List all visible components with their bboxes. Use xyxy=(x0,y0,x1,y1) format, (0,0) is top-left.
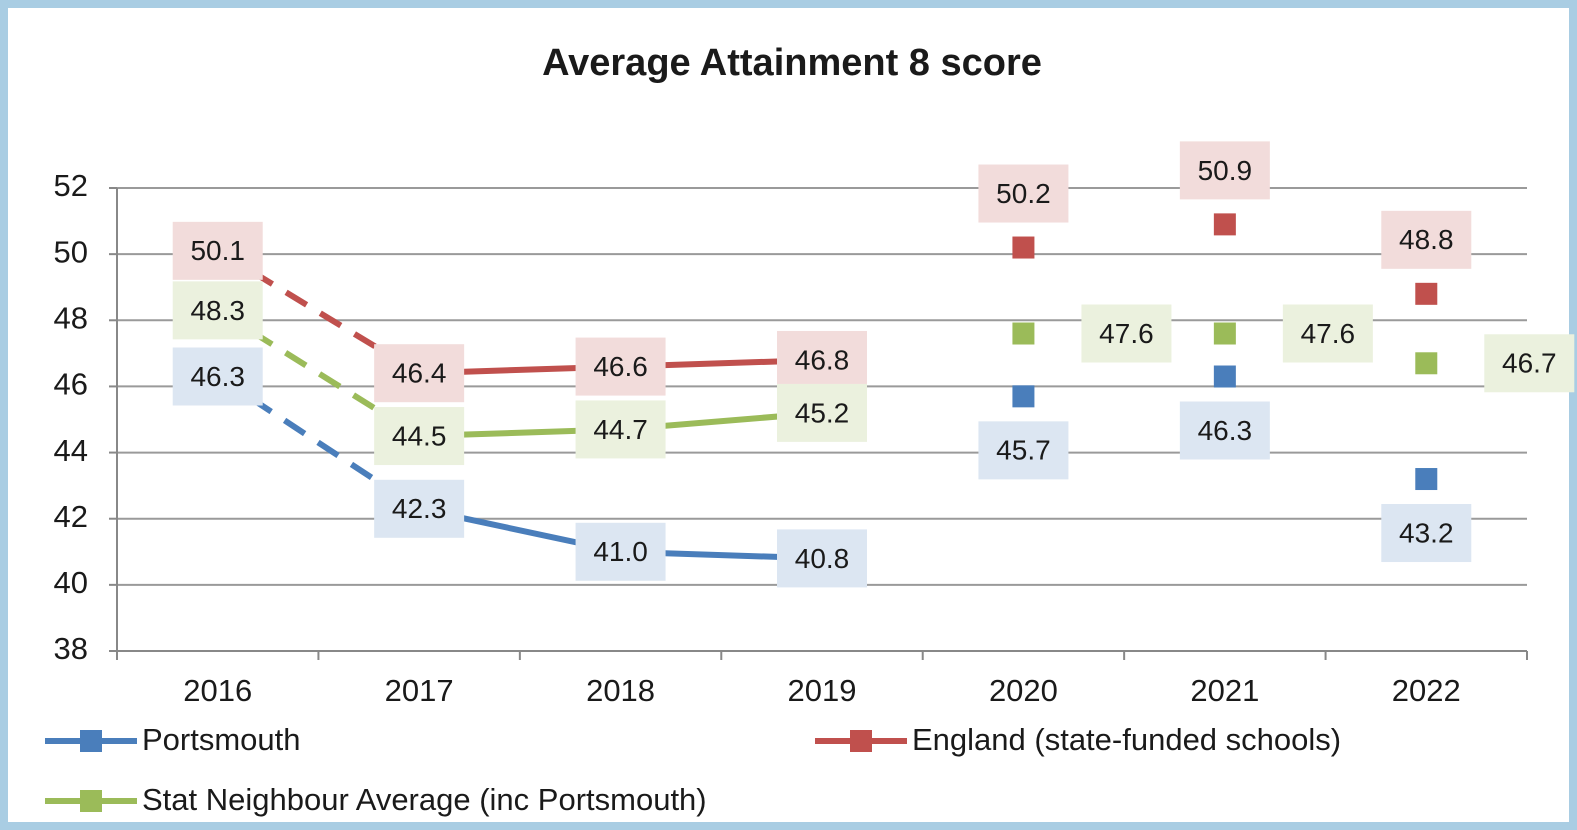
data-label: 43.2 xyxy=(1399,517,1454,548)
data-label-box xyxy=(1484,334,1575,393)
data-label-box xyxy=(1179,141,1270,200)
data-label-box xyxy=(777,383,867,442)
marker xyxy=(1415,352,1438,375)
data-label: 46.4 xyxy=(392,358,447,389)
data-label: 44.5 xyxy=(392,420,447,451)
data-label: 48.8 xyxy=(1399,224,1454,255)
x-tick-label: 2019 xyxy=(788,673,857,708)
data-label-box xyxy=(374,479,465,538)
data-label-box xyxy=(172,347,263,406)
marker xyxy=(1415,468,1438,491)
data-label-box xyxy=(1381,210,1472,269)
data-label-box xyxy=(978,164,1069,223)
x-tick-label: 2022 xyxy=(1392,673,1461,708)
legend-marker xyxy=(850,730,872,752)
legend-marker xyxy=(80,730,102,752)
data-label-box xyxy=(172,221,263,280)
y-tick-label: 50 xyxy=(54,234,88,269)
y-tick-label: 44 xyxy=(54,433,88,468)
marker xyxy=(1415,282,1438,305)
y-tick-label: 48 xyxy=(54,300,88,335)
marker xyxy=(1012,385,1035,408)
data-label-box xyxy=(1282,304,1373,363)
data-label-box xyxy=(172,281,263,340)
y-tick-label: 40 xyxy=(54,565,88,600)
data-label-box xyxy=(374,344,465,403)
x-tick-label: 2020 xyxy=(989,673,1058,708)
data-label-box xyxy=(978,421,1069,480)
data-label: 44.7 xyxy=(593,414,648,445)
y-tick-label: 42 xyxy=(54,499,88,534)
legend-label: England (state-funded schools) xyxy=(912,722,1341,757)
data-label: 50.9 xyxy=(1198,155,1253,186)
x-tick-label: 2017 xyxy=(385,673,454,708)
data-label-box xyxy=(575,400,666,459)
marker xyxy=(1213,322,1236,345)
data-label-box xyxy=(1179,401,1270,460)
data-label-box xyxy=(777,330,867,389)
data-label-box xyxy=(374,407,465,466)
chart-title: Average Attainment 8 score xyxy=(542,42,1042,84)
legend-label: Portsmouth xyxy=(142,722,301,757)
data-label: 46.7 xyxy=(1502,348,1557,379)
data-label-box xyxy=(575,522,666,581)
x-tick-label: 2018 xyxy=(586,673,655,708)
marker xyxy=(1213,213,1236,236)
data-label: 50.1 xyxy=(190,235,245,266)
y-tick-label: 52 xyxy=(54,168,88,203)
legend-marker xyxy=(80,790,102,812)
data-label: 42.3 xyxy=(392,493,447,524)
x-tick-label: 2021 xyxy=(1190,673,1259,708)
data-label-box xyxy=(1081,304,1172,363)
y-tick-label: 46 xyxy=(54,367,88,402)
data-label: 47.6 xyxy=(1099,318,1154,349)
data-label-box xyxy=(1381,504,1472,563)
data-label: 45.7 xyxy=(996,435,1051,466)
data-label: 40.8 xyxy=(795,543,850,574)
x-tick-label: 2016 xyxy=(183,673,252,708)
marker xyxy=(1012,322,1035,345)
data-label: 46.6 xyxy=(593,351,648,382)
data-label: 48.3 xyxy=(190,295,245,326)
data-label: 46.8 xyxy=(795,344,850,375)
data-label: 45.2 xyxy=(795,397,850,428)
data-label: 50.2 xyxy=(996,178,1051,209)
data-label: 46.3 xyxy=(1198,415,1253,446)
data-label: 47.6 xyxy=(1301,318,1356,349)
legend-label: Stat Neighbour Average (inc Portsmouth) xyxy=(142,782,707,817)
marker xyxy=(1213,365,1236,388)
data-label: 46.3 xyxy=(190,361,245,392)
data-label-box xyxy=(777,529,867,588)
data-label: 41.0 xyxy=(593,536,648,567)
data-label-box xyxy=(575,337,666,396)
marker xyxy=(1012,236,1035,259)
y-tick-label: 38 xyxy=(54,631,88,666)
